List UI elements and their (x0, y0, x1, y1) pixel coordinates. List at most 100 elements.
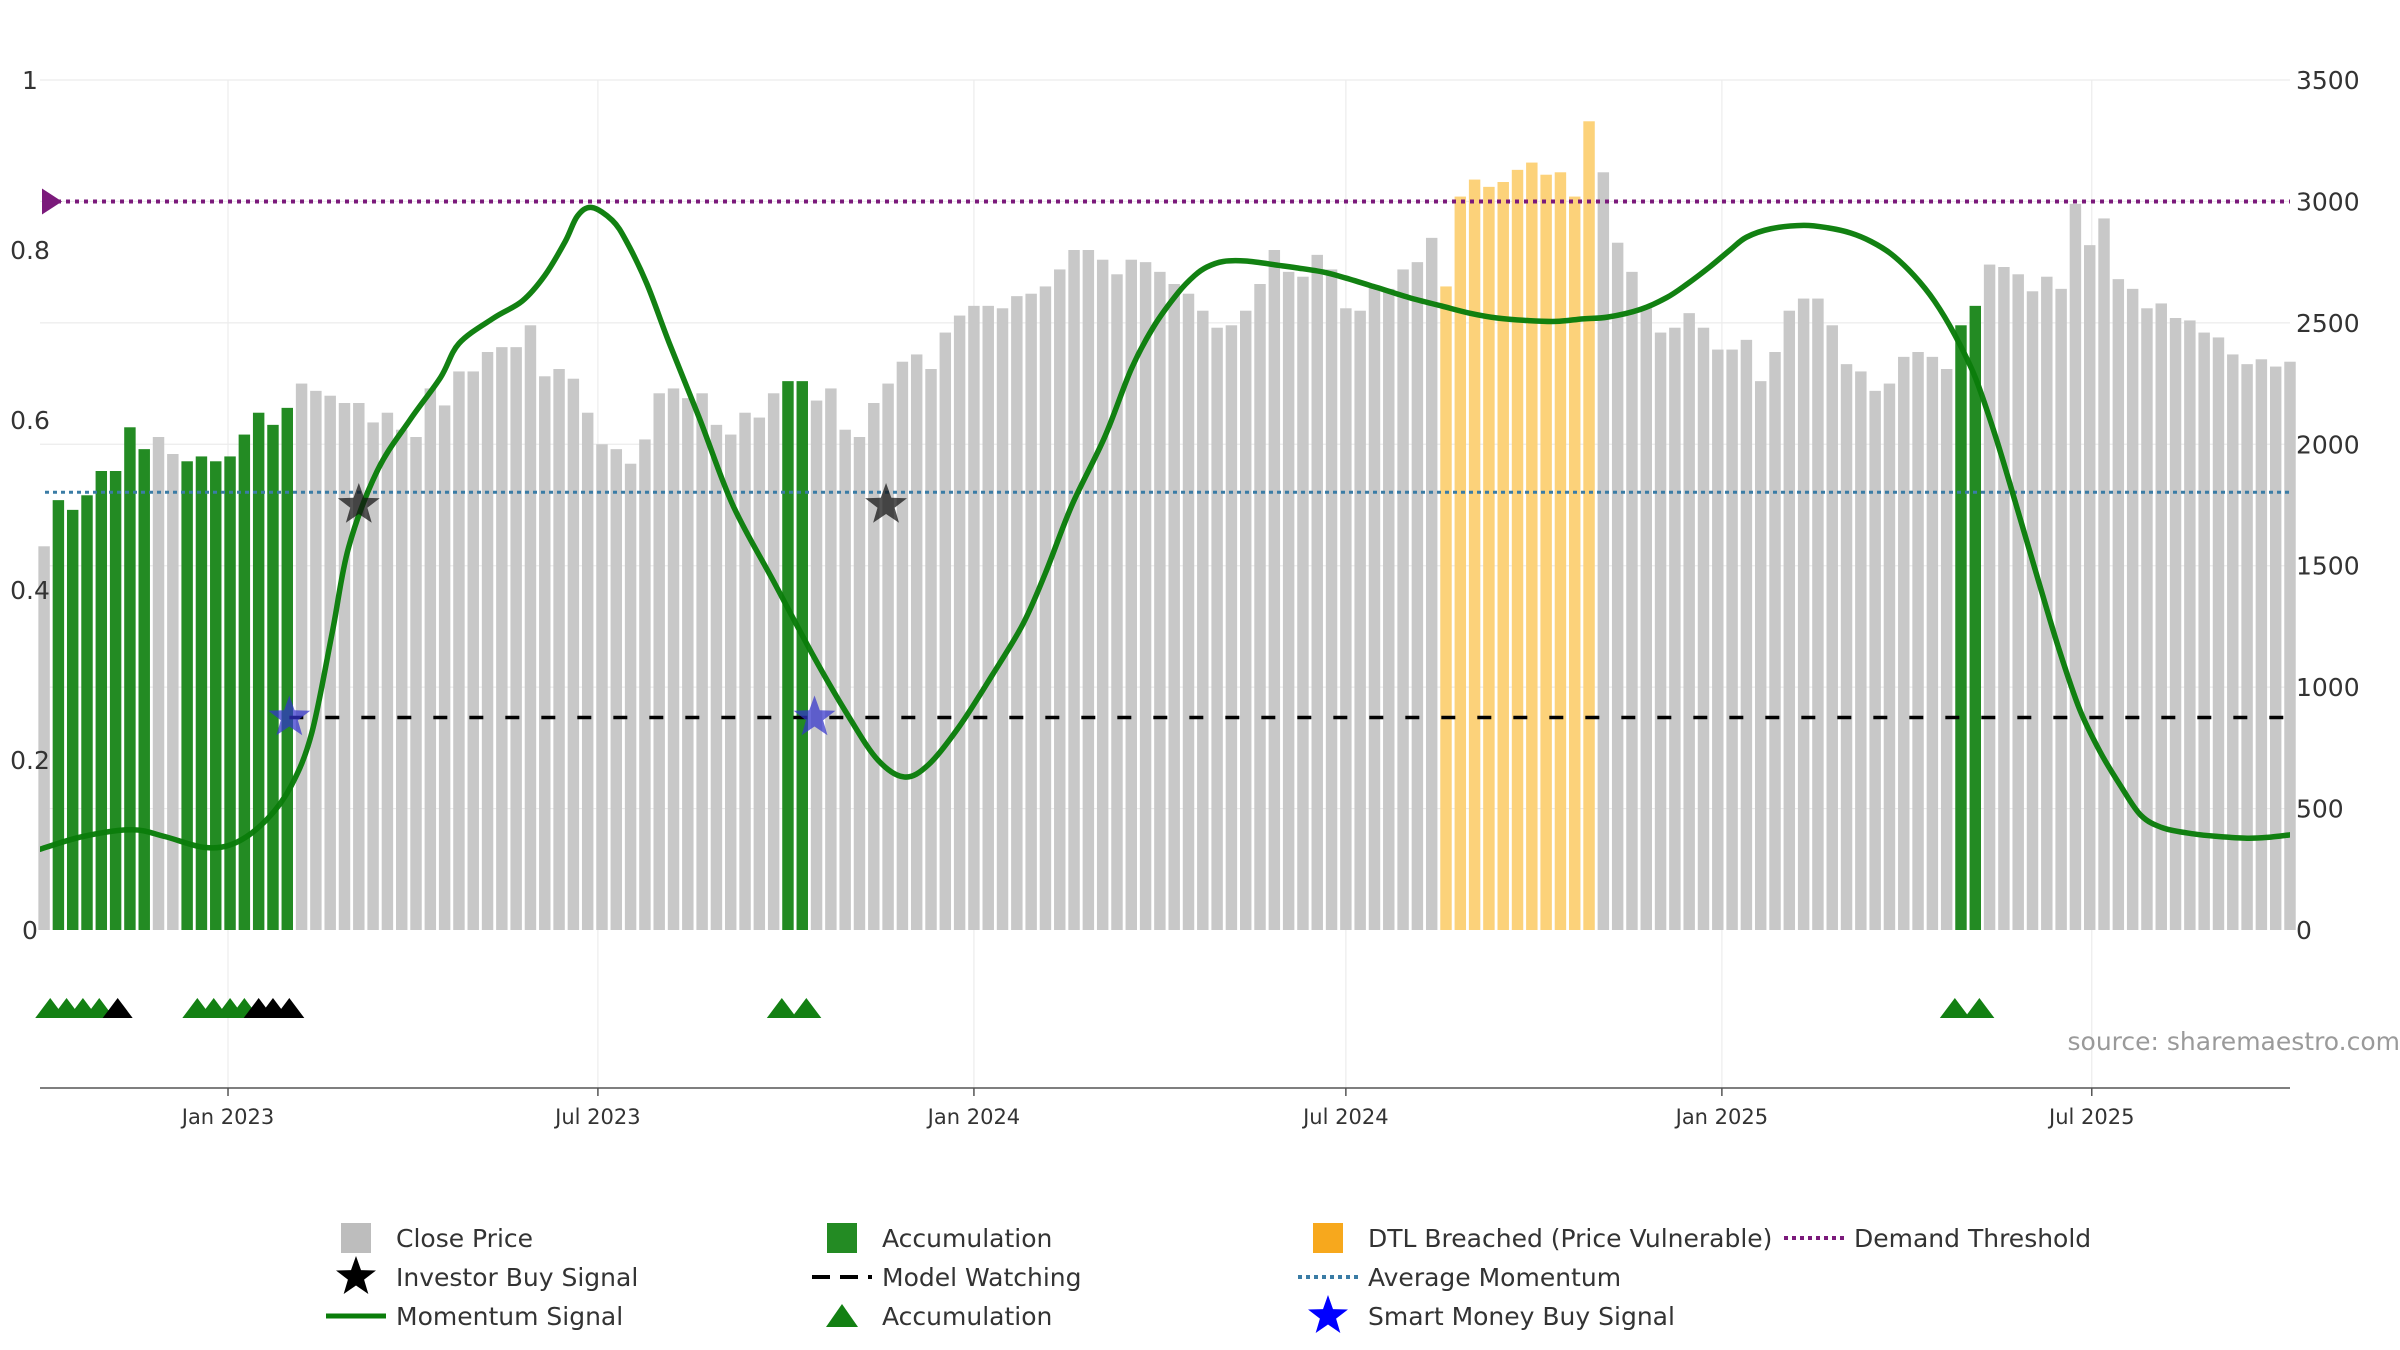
close-price-bar (2241, 364, 2253, 931)
close-price-bar (1168, 284, 1180, 930)
legend-label: Momentum Signal (396, 1302, 623, 1331)
close-price-bar (1826, 325, 1838, 930)
left-tick-label: 0.8 (10, 236, 50, 265)
close-price-bar (1726, 349, 1738, 931)
legend-star (336, 1256, 376, 1294)
accumulation-bar (1969, 305, 1982, 930)
close-price-bar (481, 352, 494, 930)
right-tick-label: 3500 (2296, 66, 2360, 95)
x-tick-label: Jan 2024 (926, 1105, 1021, 1129)
close-price-bar (2055, 288, 2067, 930)
close-price-bar (725, 434, 737, 930)
close-price-bar (2155, 303, 2167, 930)
accumulation-marker-green (766, 998, 797, 1018)
investor-buy-signal-star (865, 483, 907, 523)
accumulation-marker-black (102, 998, 133, 1018)
accumulation-bar (195, 456, 208, 930)
legend-swatch (1313, 1223, 1343, 1253)
legend-swatch (341, 1223, 371, 1253)
smart-money-buy-signal-star (793, 695, 836, 736)
close-price-bar (1211, 327, 1223, 930)
close-price-bar (1368, 286, 1381, 930)
legend-item: Accumulation (826, 1302, 1052, 1331)
close-price-bar (1912, 352, 1924, 930)
close-price-bar (395, 429, 408, 930)
x-tick-label: Jul 2025 (2047, 1105, 2134, 1129)
accumulation-bar (81, 495, 93, 930)
close-price-bar (1154, 271, 1166, 930)
accumulation-bar (138, 449, 150, 930)
close-price-bar (653, 393, 665, 930)
legend-item: Average Momentum (1298, 1263, 1621, 1292)
close-price-bar (2098, 218, 2110, 930)
close-price-bar (1383, 288, 1395, 930)
close-price-bar (1640, 308, 1652, 930)
close-price-bar (1654, 332, 1667, 931)
close-price-bar (1869, 390, 1881, 930)
close-price-bar (610, 449, 623, 930)
close-price-bar (2212, 337, 2225, 930)
close-price-bar (739, 412, 751, 930)
close-price-bar (2169, 318, 2182, 930)
close-price-bar (1926, 356, 1939, 930)
close-price-bar (753, 417, 766, 931)
right-tick-label: 1500 (2296, 552, 2360, 581)
close-price-bar (1311, 254, 1323, 930)
right-tick-label: 500 (2296, 795, 2344, 824)
investor-buy-signal-star (337, 483, 380, 523)
close-price-bar (1125, 259, 1138, 930)
legend-item: Model Watching (812, 1263, 1082, 1292)
close-price-bar (825, 388, 837, 930)
dtl-breached-bar (1440, 286, 1452, 930)
close-price-bar (1240, 310, 1252, 930)
close-price-bar (1669, 327, 1681, 930)
close-price-bar (1783, 310, 1796, 930)
close-price-bar (1597, 172, 1610, 931)
close-price-bar (982, 305, 994, 930)
right-tick-label: 2500 (2296, 309, 2360, 338)
accumulation-bar (181, 461, 193, 930)
legend-swatch (827, 1223, 857, 1253)
close-price-bar (1855, 371, 1867, 930)
legend-label: DTL Breached (Price Vulnerable) (1368, 1224, 1772, 1253)
legend-label: Accumulation (882, 1302, 1052, 1331)
close-price-bar (839, 429, 851, 930)
close-price-bar (1096, 259, 1109, 930)
close-price-bar (2084, 245, 2096, 931)
close-price-bar (896, 361, 909, 930)
accumulation-marker-green (791, 998, 822, 1018)
close-price-bar (1840, 364, 1853, 931)
x-tick-label: Jan 2023 (180, 1105, 275, 1129)
dtl-breached-bar (1554, 172, 1567, 931)
legend-label: Accumulation (882, 1224, 1052, 1253)
close-price-bar (667, 388, 680, 930)
close-price-bar (710, 424, 723, 930)
close-price-bar (1983, 264, 1996, 931)
close-price-bar (1325, 269, 1338, 930)
close-price-bar (2112, 279, 2125, 931)
close-price-bar (496, 347, 508, 931)
close-price-bar (1011, 296, 1023, 931)
close-price-bar (152, 437, 165, 930)
close-price-bars (38, 121, 2296, 931)
close-price-bar (968, 305, 980, 930)
close-price-bar (868, 403, 880, 930)
x-tick-label: Jul 2024 (1301, 1105, 1388, 1129)
accumulation-bar (52, 500, 65, 930)
close-price-bar (410, 437, 422, 930)
left-tick-label: 1 (22, 66, 38, 95)
dtl-breached-bar (1583, 121, 1595, 931)
close-price-bar (2269, 366, 2282, 931)
legend-item: Demand Threshold (1784, 1224, 2091, 1253)
close-price-bar (510, 347, 522, 931)
accumulation-marker-green (1939, 998, 1970, 1018)
close-price-bar (1354, 310, 1366, 930)
close-price-bar (1225, 325, 1238, 930)
close-price-bar (539, 376, 551, 930)
close-price-bar (1425, 237, 1438, 930)
right-tick-label: 0 (2296, 916, 2312, 945)
accumulation-bar (267, 424, 279, 930)
close-price-bar (467, 371, 479, 930)
close-price-bar (1712, 349, 1724, 931)
